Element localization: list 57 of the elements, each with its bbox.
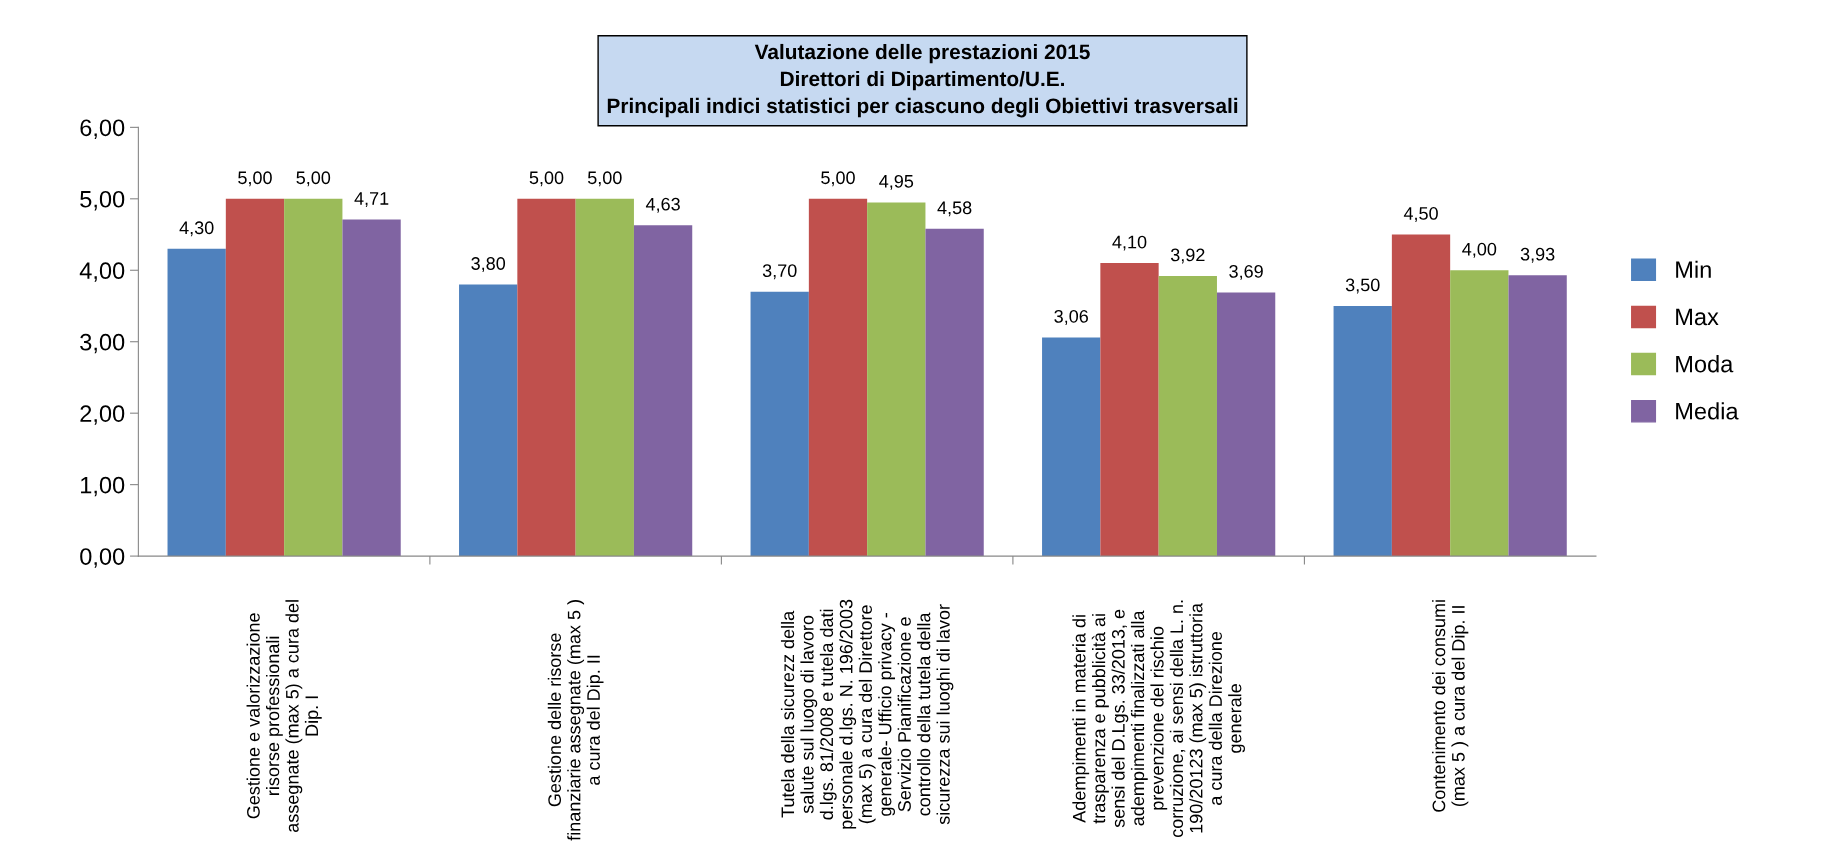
y-tick-label: 4,00 (79, 262, 125, 282)
bar (167, 248, 226, 557)
data-label: 3,69 (1229, 264, 1263, 280)
bar (867, 202, 926, 557)
data-label: 4,10 (1112, 235, 1147, 251)
y-tick-label: 5,00 (80, 190, 125, 211)
bar (925, 228, 984, 557)
x-tick-label: Gestione delle risorse finanziarie assegnate (max 5 ) a cura del Dip. II (547, 600, 604, 841)
data-label: 3,70 (762, 264, 797, 280)
bar (1333, 305, 1392, 557)
data-label: 3,80 (471, 257, 506, 273)
category-label: Adempimenti in materia di trasparenza e pubblicità ai sensi del D.Lgs. 33/2013, e adempimenti finalizzati alla prevenzione del rischio corruzione, ai sensi della L. n. 190/20123 (max 5) istruttoria a cura della Direzione generale (1072, 600, 1245, 838)
legend-label: Min (1676, 260, 1711, 278)
data-label: 5,00 (238, 171, 272, 187)
y-tick-label: 1,00 (81, 476, 125, 497)
data-label: 5,00 (529, 171, 564, 187)
bar (1508, 275, 1567, 557)
data-label: 3,50 (1345, 278, 1380, 294)
data-label: 4,58 (937, 201, 972, 217)
bar (1391, 234, 1451, 557)
data-label: 5,00 (296, 171, 331, 187)
bar (1158, 275, 1217, 557)
category-label: Tutela della sicurezz della salute sul luogo di lavoro d.lgs. 81/2008 e tutela dati personale d.lgs. N. 196/2003 (max 5) a cura del Direttore generale- Ufficio privacy - Servizio Pianificazione e controllo della tutela della sicurezza sui luoghi di lavor (780, 599, 954, 829)
bar (808, 198, 868, 557)
y-tick-label: 3,00 (80, 333, 125, 354)
data-label: 3,92 (1170, 248, 1205, 264)
bar (750, 291, 809, 557)
y-tick-label: 0,00 (80, 548, 125, 568)
data-label: 4,30 (179, 221, 214, 237)
bar (459, 284, 518, 557)
legend-label: Moda (1676, 355, 1734, 373)
x-tick-label: Contenimento dei consumi (max 5 ) a cura del Dip. II (1432, 600, 1469, 812)
bar (1450, 270, 1509, 557)
bar (342, 219, 401, 557)
data-label: 4,50 (1403, 207, 1438, 222)
chart-title: Valutazione delle prestazioni 2015 Direttori di Dipartimento/U.E. Principali indici statistici per ciascuno degli Obiettivi trasversali (607, 43, 1238, 118)
bar (225, 198, 285, 557)
data-label: 5,00 (587, 171, 622, 187)
data-label: 3,93 (1520, 247, 1555, 263)
bar (633, 225, 693, 557)
bar (1100, 263, 1159, 557)
bar (517, 198, 576, 557)
bar (575, 198, 634, 557)
bar (1042, 337, 1101, 557)
bar (284, 198, 343, 557)
data-label: 4,71 (354, 192, 389, 207)
data-label: 4,00 (1462, 242, 1497, 258)
y-tick-label: 2,00 (80, 405, 125, 425)
data-label: 4,95 (879, 174, 914, 190)
data-label: 3,06 (1054, 309, 1088, 325)
data-label: 4,63 (645, 197, 680, 213)
x-tick-label: Gestione e valorizzazione risorse professionali assegnate (max 5) a cura del Dip. I (246, 600, 322, 833)
legend-label: Media (1676, 402, 1739, 420)
legend-label: Max (1676, 308, 1719, 326)
data-label: 5,00 (821, 171, 855, 187)
y-tick-label: 6,00 (80, 119, 125, 139)
bar (1216, 292, 1276, 557)
